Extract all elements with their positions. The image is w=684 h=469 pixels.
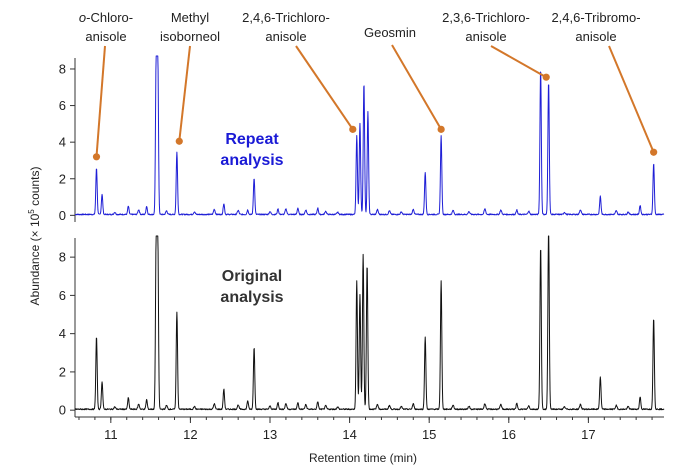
annotation-leader (490, 45, 547, 79)
x-tick-label: 12 (183, 427, 197, 442)
annotation-label-line1: 2,4,6-Trichloro- (242, 10, 330, 25)
panel-label-line1: Original (222, 268, 282, 285)
annotation-leader (95, 45, 106, 157)
annotation-label-line2: anisole (85, 29, 126, 44)
panel-label-line1: Repeat (225, 131, 279, 148)
y-tick-label: 4 (59, 135, 66, 150)
annotations-layer: Repeat analysis o-Chloro-anisole Methyl isob… (79, 10, 658, 306)
y-tick-label: 6 (59, 288, 66, 303)
y-axis-label-exponent: 5 (27, 209, 36, 214)
annotation-leader (391, 44, 442, 130)
x-tick-label: 17 (581, 427, 595, 442)
annotation-label-line2: anisole (265, 29, 306, 44)
annotation-label-line1: Methyl (171, 10, 209, 25)
annotation-label-line1: Geosmin (364, 25, 416, 40)
labels-layer: Retention time (min) Abundance (× 105 co… (27, 167, 417, 465)
y-tick-label: 8 (59, 61, 66, 76)
annotation-label-line2: anisole (575, 29, 616, 44)
y-tick-label: 0 (59, 403, 66, 418)
annotation-label-rest: -Chloro- (86, 10, 133, 25)
y-tick-label: 4 (59, 326, 66, 341)
annotation-marker (349, 125, 357, 133)
annotation-marker (92, 153, 101, 161)
y-tick-label: 2 (59, 364, 66, 379)
annotation-label-line2: anisole (465, 29, 506, 44)
panel-label-line2: analysis (220, 289, 283, 306)
annotation-leader (608, 45, 655, 153)
y-tick-label: 0 (59, 208, 66, 223)
annotation-label-line2: isoborneol (160, 29, 220, 44)
annotation-marker (650, 148, 658, 156)
y-axis-label: Abundance (× 105 counts) (27, 167, 42, 306)
y-tick-label: 6 (59, 98, 66, 113)
annotation-marker (437, 125, 445, 133)
annotation-label-line1: 2,3,6-Trichloro- (442, 10, 530, 25)
annotation-marker (542, 73, 550, 81)
annotation-label-line1: o-Chloro- (79, 10, 133, 25)
x-tick-label: 13 (263, 427, 277, 442)
annotation-label-line1: 2,4,6-Tribromo- (551, 10, 640, 25)
traces-layer (74, 55, 665, 411)
x-tick-label: 16 (502, 427, 516, 442)
x-tick-label: 15 (422, 427, 436, 442)
series-trace-repeat (74, 55, 665, 216)
panel-label-line2: analysis (220, 152, 283, 169)
y-axis-label-tail: counts) (28, 167, 42, 210)
annotation-leader (295, 45, 354, 130)
axes-layer: 0 2 4 6 8 0 2 4 6 8 11 12 13 14 15 16 17 (59, 58, 664, 442)
y-tick-label: 2 (59, 171, 66, 186)
x-axis-label: Retention time (min) (309, 451, 417, 465)
x-tick-label: 11 (104, 427, 118, 442)
x-tick-label: 14 (342, 427, 356, 442)
y-axis-label-main: Abundance (× 10 (28, 213, 42, 305)
annotation-leader (178, 45, 191, 142)
annotation-marker (175, 137, 183, 145)
annotation-italic-prefix: o (79, 10, 86, 25)
y-tick-label: 8 (59, 250, 66, 265)
series-trace-original (74, 235, 665, 411)
